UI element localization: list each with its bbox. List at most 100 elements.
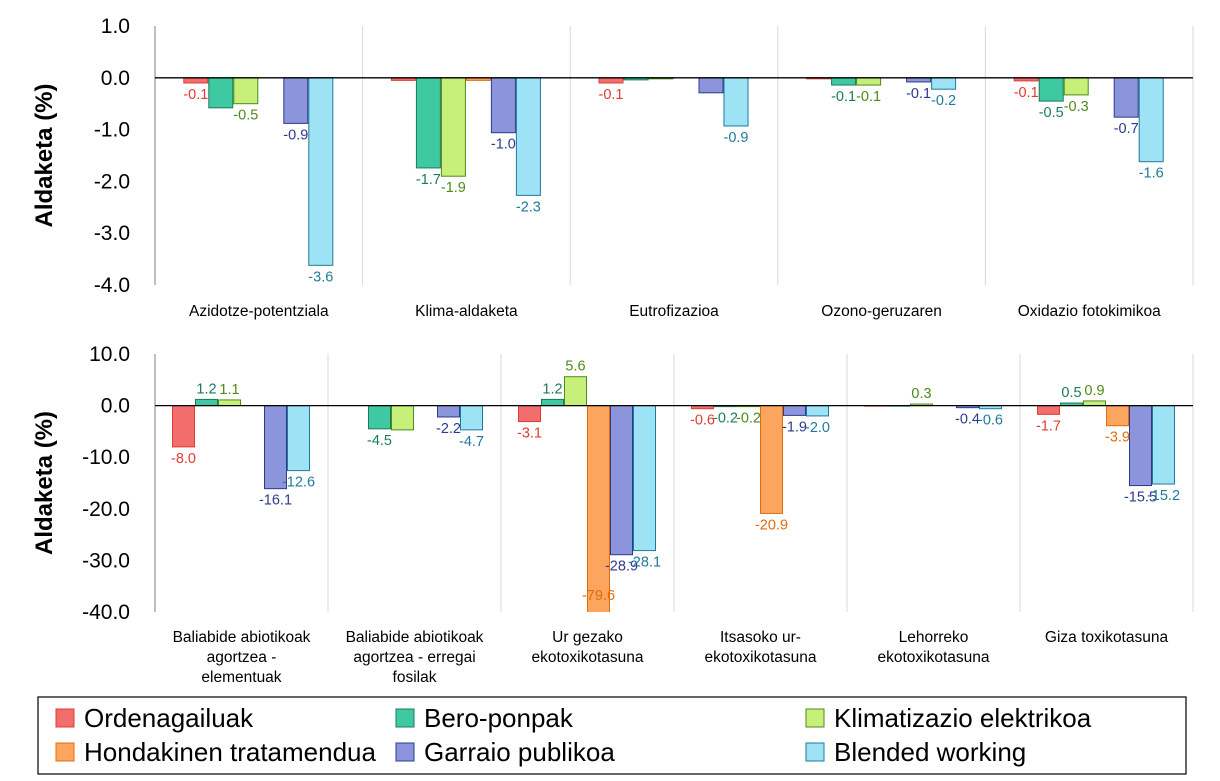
data-label: -15.2	[1147, 488, 1180, 504]
data-label: -0.1	[856, 89, 881, 105]
bar	[856, 77, 882, 86]
bar	[698, 77, 724, 94]
data-label: -0.2	[931, 93, 956, 109]
legend-box	[37, 696, 1187, 775]
legend: Ordenagailuak Bero-ponpak Klimatizazio ele…	[37, 696, 1187, 775]
category-label: Ur gezako	[552, 629, 623, 646]
bar	[183, 77, 209, 84]
bar	[564, 376, 587, 407]
bar	[218, 399, 241, 407]
legend-swatch	[395, 708, 415, 728]
bar	[283, 77, 309, 124]
bar	[391, 405, 414, 431]
data-label: -3.9	[1105, 430, 1130, 446]
bar	[515, 77, 541, 196]
data-label: -2.0	[805, 420, 830, 436]
data-label: -1.9	[441, 180, 466, 196]
bar	[1138, 77, 1164, 163]
data-label: -0.1	[183, 87, 208, 103]
category-label: Baliabide abiotikoak	[173, 629, 311, 646]
data-label: 1.1	[219, 382, 239, 398]
data-label: 0.3	[911, 386, 931, 402]
bar	[1063, 77, 1089, 96]
data-label: -0.1	[906, 86, 931, 102]
data-label: -16.1	[259, 493, 292, 509]
y-tick-label: -20.0	[82, 498, 130, 521]
data-label: -3.1	[517, 426, 542, 442]
bar	[610, 405, 633, 556]
top-chart: Aldaketa (%)1.00.0-1.0-2.0-3.0-4.0-0.1-0…	[31, 15, 1194, 320]
bar	[208, 77, 234, 109]
bar	[287, 405, 310, 472]
y-tick-label: 1.0	[101, 15, 130, 38]
data-label: -3.6	[308, 269, 333, 285]
data-label: -2.2	[436, 421, 461, 437]
bar	[172, 405, 195, 448]
data-label: -28.9	[605, 559, 638, 575]
bar	[460, 405, 483, 431]
data-label: -0.6	[978, 413, 1003, 429]
bar	[1106, 405, 1129, 427]
legend-label: Garraio publikoa	[424, 737, 615, 767]
bar	[541, 398, 564, 407]
data-label: -20.9	[755, 517, 788, 533]
y-tick-label: 10.0	[89, 343, 130, 366]
data-label: -0.3	[1064, 99, 1089, 115]
data-label: -8.0	[171, 451, 196, 467]
data-label: -0.5	[1039, 105, 1064, 121]
data-label: 0.9	[1084, 383, 1104, 399]
bar	[368, 405, 391, 430]
data-label: -0.9	[724, 130, 749, 146]
bar	[1037, 405, 1060, 415]
bar	[437, 405, 460, 418]
data-label: 1.2	[542, 381, 562, 397]
bar	[760, 405, 783, 514]
data-label: 5.6	[565, 359, 585, 375]
y-tick-label: -10.0	[82, 446, 130, 469]
data-label: -4.7	[459, 434, 484, 450]
bottom-chart: Aldaketa (%) 10.0 0.0 -10.0 -20.0 -30.0 -40.0 -…	[31, 343, 1194, 686]
y-axis-label: Aldaketa (%)	[31, 411, 58, 555]
legend-swatch	[395, 742, 415, 762]
bar	[931, 77, 957, 90]
bar	[1083, 400, 1106, 407]
legend-label: Klimatizazio elektrikoa	[834, 703, 1092, 733]
data-label: -0.7	[1114, 121, 1139, 137]
category-label: Ozono-geruzaren	[821, 303, 942, 320]
legend-label: Hondakinen tratamendua	[84, 737, 377, 767]
data-label: -15.5	[1124, 490, 1157, 506]
legend-swatch	[55, 742, 75, 762]
data-label: -0.1	[599, 87, 624, 103]
data-label: -0.2	[713, 411, 738, 427]
data-label: -0.4	[955, 412, 980, 428]
bar	[440, 77, 466, 177]
data-label: 1.2	[196, 381, 216, 397]
data-label: -1.7	[1036, 418, 1061, 434]
bar	[598, 77, 624, 84]
data-label: -1.7	[416, 172, 441, 188]
bar	[806, 405, 829, 417]
legend-label: Blended working	[834, 737, 1026, 767]
category-label: agortzea -	[207, 649, 277, 666]
category-label: Giza toxikotasuna	[1045, 629, 1169, 646]
category-label: ekotoxikotasuna	[704, 649, 816, 666]
legend-label: Bero-ponpak	[424, 703, 574, 733]
y-tick-label: -1.0	[94, 119, 130, 142]
category-label: Baliabide abiotikoak	[346, 629, 484, 646]
y-tick-label: -2.0	[94, 170, 130, 193]
bar	[518, 405, 541, 423]
y-tick-label: -4.0	[94, 274, 130, 297]
bar	[831, 77, 857, 86]
legend-label: Ordenagailuak	[84, 703, 254, 733]
bar	[633, 405, 656, 552]
data-label: -0.2	[736, 411, 761, 427]
y-tick-label: -30.0	[82, 549, 130, 572]
bar	[308, 77, 334, 266]
legend-swatch	[805, 742, 825, 762]
bar	[490, 77, 516, 134]
data-label: -0.1	[1014, 85, 1039, 101]
category-label: ekotoxikotasuna	[531, 649, 643, 666]
data-label: -1.0	[491, 137, 516, 153]
data-label: -0.5	[233, 108, 258, 124]
